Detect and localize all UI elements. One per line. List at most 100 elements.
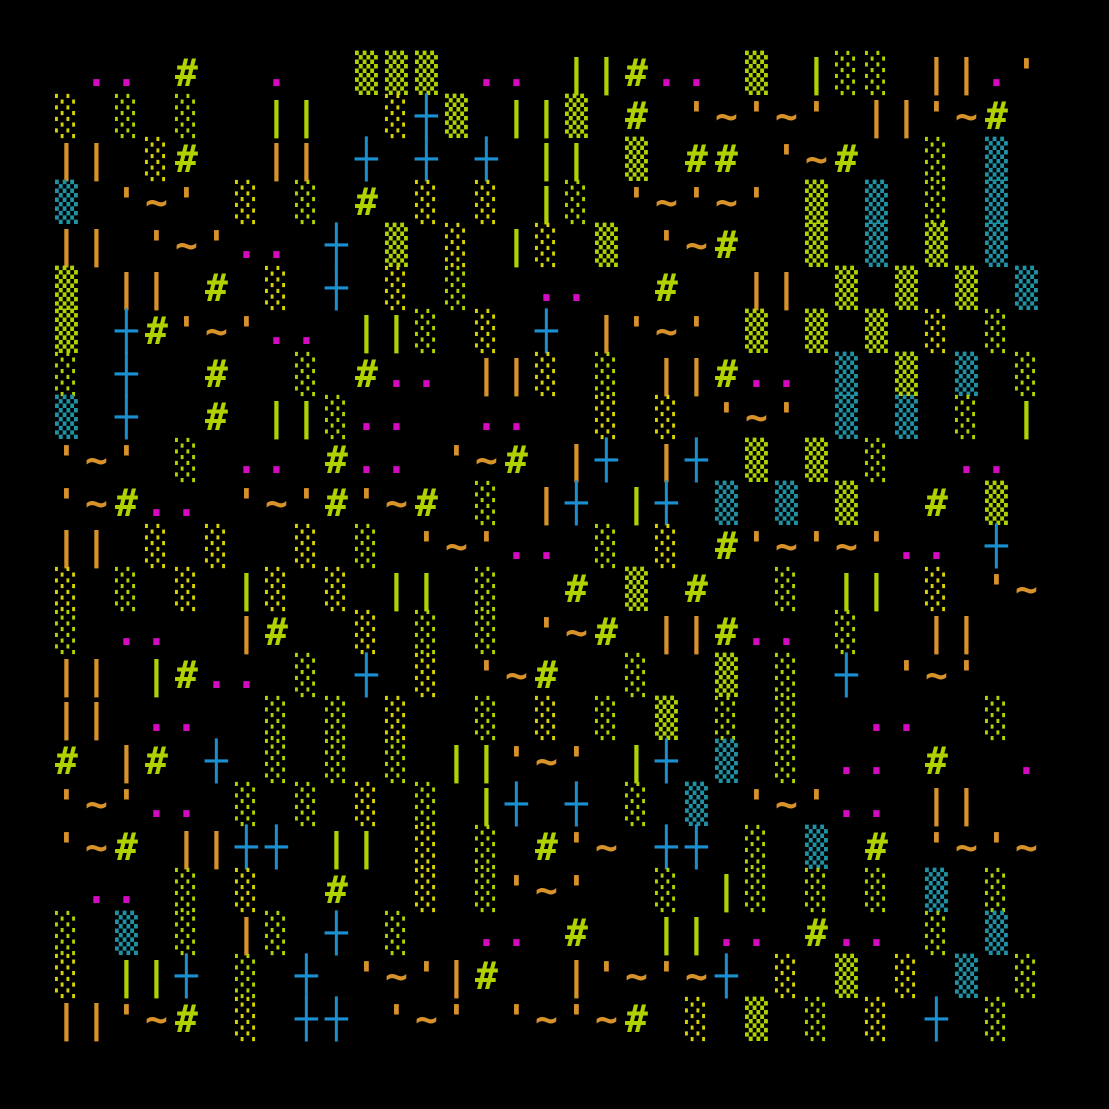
art-glyph: ' [415, 524, 445, 568]
art-gap [85, 739, 115, 783]
art-gap [1015, 94, 1045, 138]
art-gap [595, 911, 655, 955]
art-glyph: ┼ [115, 395, 145, 439]
art-glyph: ' [745, 180, 775, 224]
art-glyph: ░ [595, 352, 625, 396]
art-gap [475, 266, 535, 310]
art-glyph: | [235, 567, 265, 611]
art-glyph: ░ [355, 782, 385, 826]
art-glyph: ░ [1015, 954, 1045, 998]
art-glyph: .. [475, 911, 535, 955]
art-glyph: ░ [805, 997, 835, 1041]
art-gap [175, 524, 205, 568]
art-gap [115, 223, 145, 267]
art-glyph: ~ [775, 782, 805, 826]
art-glyph: ' [745, 94, 775, 138]
art-gap [805, 395, 835, 439]
art-glyph: ░ [385, 696, 415, 740]
art-glyph: ░ [445, 266, 475, 310]
art-glyph: | [235, 610, 265, 654]
art-glyph: ▒ [805, 438, 835, 482]
art-glyph: ░ [415, 180, 445, 224]
art-glyph: ▒ [955, 266, 985, 310]
art-gap [55, 868, 85, 912]
art-glyph: # [325, 481, 355, 525]
art-glyph: ▒ [835, 395, 865, 439]
art-glyph: ░ [475, 825, 505, 869]
art-glyph: ░ [475, 180, 505, 224]
art-glyph: ' [355, 481, 385, 525]
art-glyph: .. [655, 51, 715, 95]
art-gap [265, 782, 295, 826]
art-gap [625, 610, 655, 654]
art-glyph: ~ [475, 438, 505, 482]
art-glyph: ' [955, 653, 985, 697]
art-gap [205, 94, 265, 138]
art-gap [445, 180, 475, 224]
art-gap [415, 739, 445, 783]
art-glyph: ▒ [895, 266, 925, 310]
art-glyph: ░ [235, 782, 265, 826]
art-glyph: # [325, 438, 355, 482]
art-glyph: ▒ [55, 309, 85, 353]
art-glyph: | [565, 954, 595, 998]
art-gap [625, 395, 655, 439]
art-glyph: # [175, 997, 205, 1041]
art-glyph: ~ [85, 438, 115, 482]
art-glyph: ┼ [415, 137, 445, 181]
art-glyph: ' [655, 954, 685, 998]
art-glyph: ' [865, 524, 895, 568]
art-glyph: ' [55, 782, 85, 826]
art-glyph: ▒ [745, 309, 775, 353]
art-glyph: .. [505, 524, 565, 568]
art-gap [775, 51, 805, 95]
art-gap [1015, 911, 1045, 955]
art-gap [475, 94, 505, 138]
art-glyph: ░ [55, 567, 85, 611]
art-glyph: # [205, 352, 235, 396]
art-glyph: ░ [295, 524, 325, 568]
art-glyph: ░ [565, 180, 595, 224]
art-glyph: ┼ [925, 997, 955, 1041]
art-glyph: ░ [595, 696, 625, 740]
art-glyph: ' [175, 309, 205, 353]
art-gap [895, 567, 925, 611]
art-gap [265, 997, 295, 1041]
art-glyph: ░ [295, 782, 325, 826]
art-glyph: ~ [535, 739, 565, 783]
art-gap [985, 266, 1015, 310]
art-glyph: # [715, 610, 745, 654]
art-gap [985, 782, 1045, 826]
art-gap [805, 610, 835, 654]
art-gap [655, 782, 685, 826]
art-glyph: ~ [1015, 567, 1045, 611]
art-glyph: ' [685, 180, 715, 224]
art-gap [895, 911, 925, 955]
art-gap [895, 868, 925, 912]
art-gap [145, 911, 175, 955]
art-gap [835, 309, 865, 353]
art-glyph: ▒ [55, 395, 85, 439]
art-glyph: ▒ [835, 352, 865, 396]
art-gap [595, 739, 625, 783]
art-glyph: ░ [655, 524, 685, 568]
art-glyph: # [205, 266, 235, 310]
art-glyph: ░ [655, 395, 685, 439]
art-glyph: ░ [205, 524, 235, 568]
art-glyph: ░ [415, 653, 445, 697]
art-glyph: ' [745, 524, 775, 568]
art-glyph: ~ [955, 94, 985, 138]
art-glyph: ▒ [985, 180, 1015, 224]
art-glyph: ▒ [805, 180, 835, 224]
art-glyph: .. [145, 696, 205, 740]
art-gap [835, 997, 865, 1041]
art-glyph: .. [85, 51, 145, 95]
art-glyph: ░ [775, 567, 805, 611]
art-glyph: ░ [145, 137, 175, 181]
art-glyph: ░ [475, 868, 505, 912]
art-glyph: ┼ [505, 782, 535, 826]
art-gap [505, 481, 535, 525]
art-glyph: | [445, 954, 475, 998]
art-gap [595, 180, 625, 224]
